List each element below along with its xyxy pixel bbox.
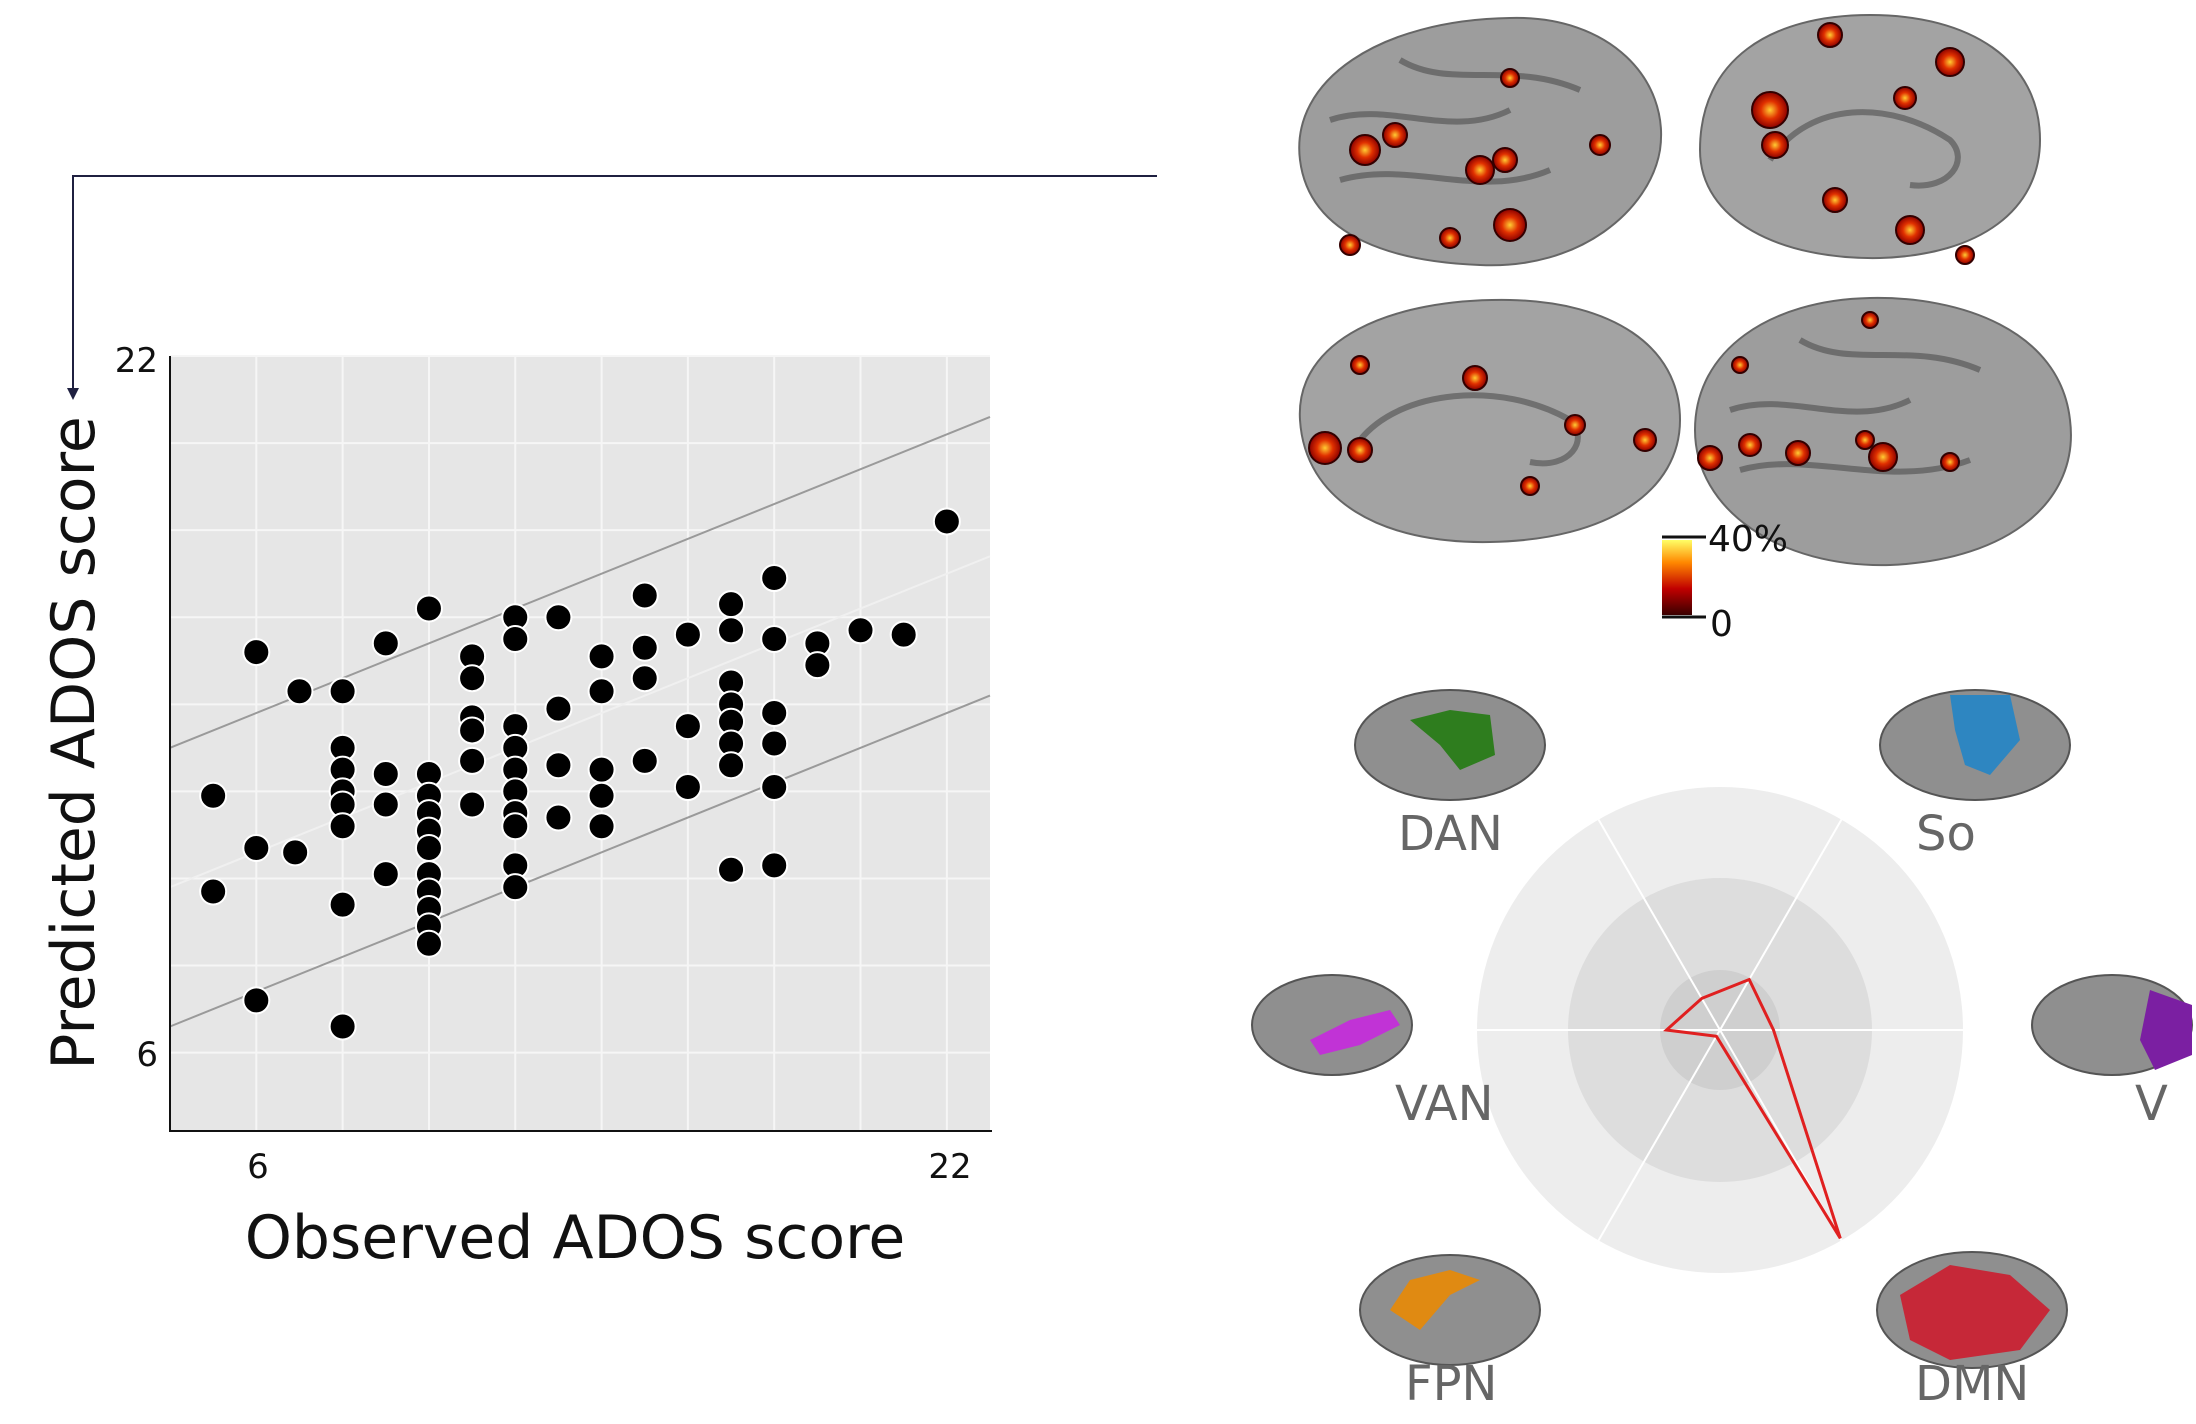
data-point [242, 833, 271, 862]
data-point [371, 790, 400, 819]
bracket-arrowhead [67, 388, 79, 400]
data-point [803, 651, 832, 680]
data-point [630, 664, 659, 693]
label-dan: DAN [1398, 806, 1503, 862]
network-van-brain [1251, 974, 1413, 1076]
data-point [328, 890, 357, 919]
data-point [760, 851, 789, 880]
data-point [717, 590, 746, 619]
data-point [328, 812, 357, 841]
data-point [371, 860, 400, 889]
data-point [328, 1012, 357, 1041]
brain-lateral-right [1693, 296, 2072, 567]
data-point [371, 629, 400, 658]
data-point [760, 564, 789, 593]
data-point [630, 581, 659, 610]
data-point [846, 616, 875, 645]
label-dmn: DMN [1915, 1356, 2029, 1412]
network-dan-brain [1354, 689, 1546, 801]
data-point [458, 746, 487, 775]
grid [169, 355, 990, 1131]
data-point [544, 751, 573, 780]
data-point [587, 677, 616, 706]
lower-bound-line [169, 694, 991, 1028]
data-point [414, 929, 443, 958]
data-point [760, 699, 789, 728]
data-point [199, 877, 228, 906]
data-point [458, 716, 487, 745]
network-v-brain [2031, 974, 2193, 1076]
data-point [889, 620, 918, 649]
colorbar-max-label: 40% [1708, 519, 1788, 560]
data-point [458, 664, 487, 693]
network-fpn-brain [1359, 1254, 1541, 1366]
data-point [285, 677, 314, 706]
brain-medial-left [1298, 298, 1682, 544]
radar-spokes [1477, 819, 1963, 1241]
network-so-brain [1879, 689, 2071, 801]
data-point [760, 625, 789, 654]
bracket-connector [72, 175, 1157, 390]
brain-medial-right [1698, 13, 2042, 265]
data-point [587, 812, 616, 841]
radar-polygon [1663, 977, 1842, 1240]
data-point [544, 694, 573, 723]
data-point [717, 751, 746, 780]
data-point [458, 790, 487, 819]
data-point [630, 746, 659, 775]
data-point [760, 729, 789, 758]
data-point [673, 712, 702, 741]
data-point [414, 833, 443, 862]
data-point [281, 838, 310, 867]
data-point [501, 625, 530, 654]
data-point [414, 594, 443, 623]
label-v: V [2135, 1076, 2168, 1132]
y-tick-6: 6 [136, 1035, 158, 1075]
data-point [544, 603, 573, 632]
label-van: VAN [1395, 1076, 1494, 1132]
data-point [371, 759, 400, 788]
data-point [242, 986, 271, 1015]
data-point [717, 855, 746, 884]
network-dmn-brain [1876, 1251, 2068, 1369]
data-point [932, 507, 961, 536]
label-fpn: FPN [1405, 1356, 1497, 1412]
data-point [242, 638, 271, 667]
data-point [501, 873, 530, 902]
plot-background [170, 356, 990, 1131]
data-point [199, 781, 228, 810]
radar-chart: DAN So V DMN FPN VAN [1251, 689, 2193, 1412]
label-so: So [1916, 806, 1976, 862]
data-point [587, 781, 616, 810]
y-tick-22: 22 [115, 341, 158, 381]
data-points [199, 507, 961, 1041]
data-point [544, 803, 573, 832]
x-tick-22: 22 [928, 1147, 971, 1187]
colorbar-min-label: 0 [1710, 604, 1733, 645]
data-point [717, 616, 746, 645]
data-point [501, 812, 530, 841]
data-point [630, 633, 659, 662]
scatter-plot: 22 6 6 22 Observed ADOS score Predicted … [39, 175, 1157, 1273]
colorbar: 40% 0 [1662, 519, 1788, 645]
data-point [587, 755, 616, 784]
brain-maps-panel: 40% 0 [1298, 13, 2072, 645]
y-axis-title: Predicted ADOS score [39, 416, 109, 1070]
x-tick-6: 6 [247, 1147, 269, 1187]
data-point [328, 677, 357, 706]
data-point [673, 773, 702, 802]
x-axis-title: Observed ADOS score [245, 1203, 906, 1273]
data-point [587, 642, 616, 671]
data-point [673, 620, 702, 649]
brain-lateral-left [1298, 16, 1663, 267]
regression-line [169, 555, 991, 889]
data-point [760, 773, 789, 802]
